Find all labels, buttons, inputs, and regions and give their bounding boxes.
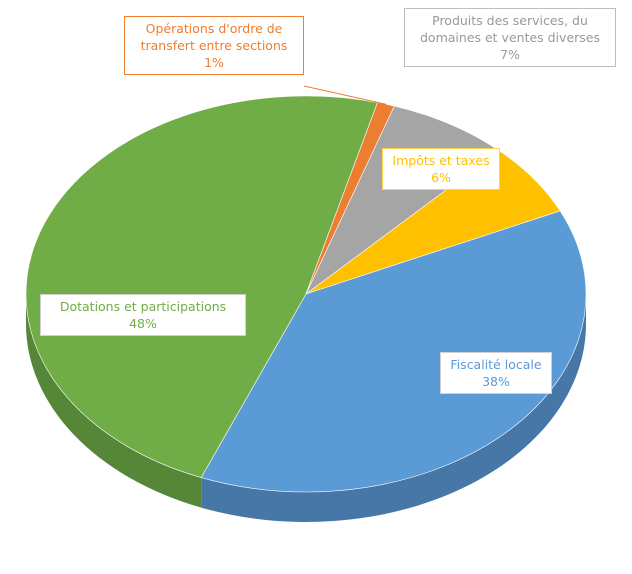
- label-impots-et-taxes: Impôts et taxes 6%: [382, 148, 500, 190]
- pie-side-group: [26, 294, 586, 522]
- slice-percent: 38%: [482, 374, 510, 389]
- slice-label: Fiscalité locale: [450, 357, 542, 372]
- slice-label-line2: transfert entre sections: [140, 38, 288, 53]
- slice-label: Dotations et participations: [59, 299, 227, 314]
- slice-percent: 1%: [204, 55, 224, 70]
- slice-percent: 7%: [500, 47, 520, 62]
- slice-side-dotations-et-participations: [26, 294, 202, 508]
- slice-label: Produits des services, du: [432, 13, 588, 28]
- leader-line-operations-ordre: [303, 85, 387, 105]
- slice-dotations-et-participations: [25, 95, 378, 478]
- label-produits-des-services: Produits des services, du domaines et ve…: [404, 8, 616, 67]
- slice-percent: 48%: [129, 316, 157, 331]
- label-operations-ordre: Opérations d'ordre de transfert entre se…: [124, 16, 304, 75]
- label-dotations-et-participations: Dotations et participations 48%: [40, 294, 246, 336]
- slice-label: Opérations d'ordre de: [145, 21, 283, 36]
- leader-lines: [303, 85, 387, 105]
- slice-label-line2: domaines et ventes diverses: [420, 30, 600, 45]
- slice-side-fiscalite-locale: [201, 294, 586, 522]
- slice-percent: 6%: [431, 170, 451, 185]
- slice-fiscalite-locale: [200, 210, 587, 493]
- label-fiscalite-locale: Fiscalité locale 38%: [440, 352, 552, 394]
- slice-label: Impôts et taxes: [392, 153, 490, 168]
- pie-top-group: [25, 95, 587, 493]
